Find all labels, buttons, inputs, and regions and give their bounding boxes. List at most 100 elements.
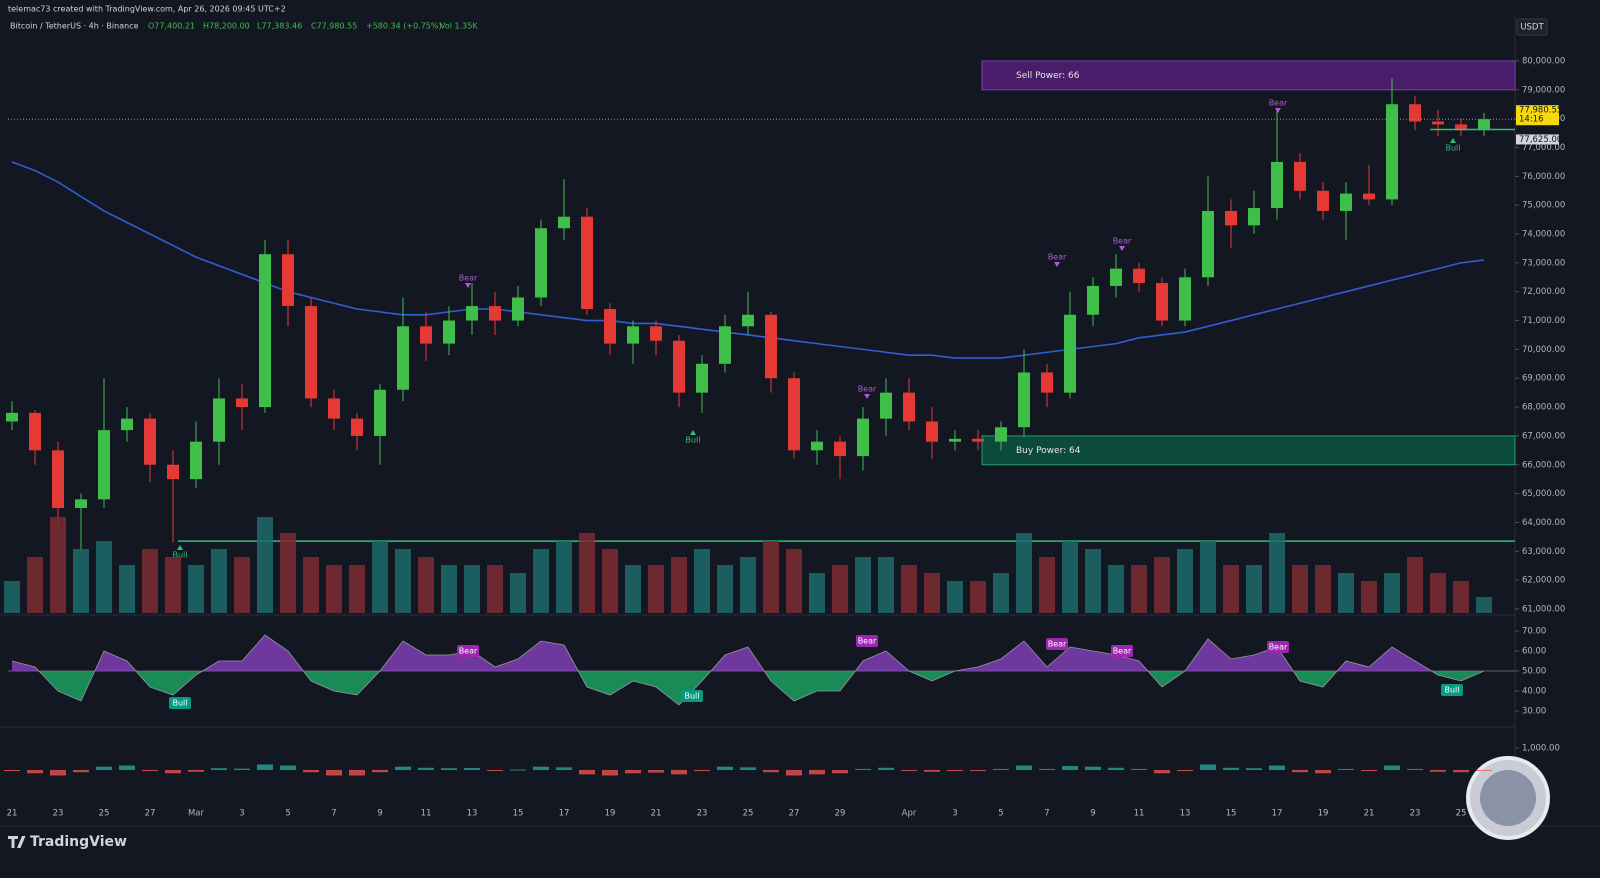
x-tick-label: Mar bbox=[188, 809, 205, 819]
macd-bar bbox=[211, 768, 227, 770]
y-tick-label: 71,000.00 bbox=[1522, 316, 1565, 326]
macd-bar bbox=[280, 765, 296, 770]
currency[interactable]: USDT bbox=[1520, 23, 1544, 33]
candle-body bbox=[811, 441, 823, 451]
candle-body bbox=[397, 326, 409, 390]
candle-body bbox=[259, 254, 271, 408]
macd-bar bbox=[1062, 766, 1078, 770]
macd-bar bbox=[993, 768, 1009, 770]
candle-body bbox=[880, 392, 892, 419]
volume-bar bbox=[165, 557, 181, 613]
volume-bar bbox=[27, 557, 43, 613]
candle-body bbox=[1271, 161, 1283, 209]
volume-bar bbox=[1085, 549, 1101, 613]
candle-body bbox=[29, 412, 41, 451]
volume-bar bbox=[464, 565, 480, 613]
candle-body bbox=[1478, 119, 1490, 131]
signal-label: Bear bbox=[459, 647, 478, 656]
macd-bar bbox=[832, 769, 848, 774]
volume-readout: Vol 1.35K bbox=[440, 22, 478, 31]
y-tick-label: 72,000.00 bbox=[1522, 287, 1565, 297]
volume-bar bbox=[533, 549, 549, 613]
candle-body bbox=[374, 389, 386, 436]
volume-bar bbox=[1407, 557, 1423, 613]
volume-bar bbox=[970, 581, 986, 613]
x-tick-label: Apr bbox=[902, 809, 917, 819]
macd-bar bbox=[441, 768, 457, 770]
symbol[interactable]: Bitcoin / TetherUS · 4h · Binance bbox=[10, 22, 139, 31]
y-tick-label: 69,000.00 bbox=[1522, 374, 1565, 384]
volume-bar bbox=[1177, 549, 1193, 613]
signal-label: Bear bbox=[459, 274, 478, 283]
ohlc-high: H78,200.00 bbox=[203, 22, 250, 31]
signal-arrow bbox=[1119, 246, 1125, 251]
x-tick-label: 21 bbox=[7, 809, 18, 819]
power-zone bbox=[981, 60, 1516, 91]
volume-bar bbox=[142, 549, 158, 613]
zone-label: Buy Power: 64 bbox=[1016, 446, 1081, 456]
volume-bar bbox=[188, 565, 204, 613]
signal-arrow bbox=[1054, 262, 1060, 267]
candle-body bbox=[190, 441, 202, 480]
last-price-label: 77,980.55 bbox=[1519, 106, 1562, 116]
last-price-tag bbox=[1516, 105, 1559, 126]
candle-body bbox=[1455, 124, 1467, 131]
volume-bar bbox=[1016, 533, 1032, 613]
power-zone bbox=[981, 435, 1516, 466]
x-tick-label: 27 bbox=[145, 809, 156, 819]
macd-bar bbox=[188, 769, 204, 772]
brand: TradingView bbox=[30, 834, 127, 850]
avatar-core bbox=[1480, 770, 1536, 826]
macd-bar bbox=[579, 769, 595, 775]
candle-body bbox=[6, 412, 18, 422]
macd-bar bbox=[855, 768, 871, 770]
y-tick-label: 77,000.00 bbox=[1522, 143, 1565, 153]
candle-body bbox=[1156, 283, 1168, 321]
volume-bar bbox=[786, 549, 802, 613]
candle-body bbox=[420, 326, 432, 344]
volume-bar bbox=[1476, 597, 1492, 613]
volume-bar bbox=[1453, 581, 1469, 613]
candle-body bbox=[52, 450, 64, 509]
signal-arrow bbox=[1275, 108, 1281, 113]
macd-bar bbox=[602, 769, 618, 776]
volume-bar bbox=[4, 581, 20, 613]
y-tick-label: 73,000.00 bbox=[1522, 258, 1565, 268]
volume-bar bbox=[257, 517, 273, 613]
candle-body bbox=[535, 228, 547, 298]
candle-body bbox=[650, 326, 662, 341]
macd-bar bbox=[73, 769, 89, 773]
y-tick-label: 1,000.00 bbox=[1522, 743, 1560, 753]
macd-bar bbox=[1016, 765, 1032, 770]
macd-bar bbox=[464, 768, 480, 770]
currency-box[interactable] bbox=[1516, 18, 1548, 36]
logo[interactable]: TradingView bbox=[8, 834, 127, 850]
macd-bar bbox=[349, 769, 365, 776]
ohlc-low: L77,383.46 bbox=[257, 22, 302, 31]
candle-body bbox=[305, 306, 317, 399]
volume-bar bbox=[556, 541, 572, 613]
candle-body bbox=[673, 340, 685, 393]
volume-bar bbox=[50, 517, 66, 613]
candle-body bbox=[1294, 161, 1306, 191]
y-tick-label: 60.00 bbox=[1522, 647, 1546, 657]
rsi-area-below bbox=[12, 671, 1484, 705]
signal-label: Bear bbox=[858, 385, 877, 394]
x-tick-label: 13 bbox=[467, 809, 478, 819]
candle-body bbox=[1409, 104, 1421, 122]
x-tick-label: 25 bbox=[99, 809, 110, 819]
volume-bar bbox=[1108, 565, 1124, 613]
candle-body bbox=[627, 326, 639, 344]
zone-label: Sell Power: 66 bbox=[1016, 71, 1080, 81]
volume-bar bbox=[395, 549, 411, 613]
y-tick-label: 65,000.00 bbox=[1522, 489, 1565, 499]
volume-bar bbox=[1430, 573, 1446, 613]
volume-bar bbox=[694, 549, 710, 613]
x-tick-label: 5 bbox=[285, 809, 290, 819]
candle-body bbox=[1018, 372, 1030, 428]
candle-body bbox=[1363, 193, 1375, 200]
candle-body bbox=[834, 441, 846, 457]
macd-bar bbox=[234, 768, 250, 770]
